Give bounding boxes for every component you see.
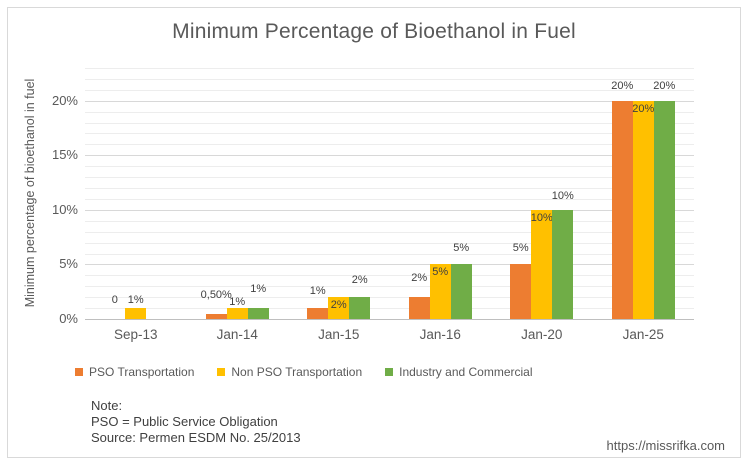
- bar-data-label: 1%: [229, 296, 246, 309]
- bar-data-label: 20%: [632, 102, 655, 115]
- bar: [408, 297, 430, 319]
- legend-swatch-yellow-icon: [217, 368, 226, 376]
- bar: [531, 209, 553, 319]
- legend-item-pso-transportation: PSO Transportation: [75, 365, 194, 379]
- bar: [125, 308, 147, 319]
- note-line: Source: Permen ESDM No. 25/2013: [91, 430, 301, 445]
- minor-gridline: [85, 89, 694, 91]
- note-line: Note:: [91, 398, 123, 413]
- legend-label: Non PSO Transportation: [231, 365, 363, 379]
- bar: [653, 100, 675, 319]
- minor-gridline: [85, 144, 694, 146]
- minor-gridline: [85, 111, 694, 113]
- bar-data-label: 10%: [551, 189, 574, 202]
- legend-swatch-orange-icon: [75, 368, 83, 376]
- bar-data-label: 5%: [512, 242, 529, 255]
- bar-data-label: 0: [111, 294, 118, 306]
- bar: [510, 264, 532, 319]
- minor-gridline: [85, 286, 694, 288]
- y-axis-tick-label: 10%: [51, 201, 78, 217]
- bar-data-label: 5%: [453, 242, 470, 255]
- bar-data-label: 2%: [330, 299, 347, 312]
- bar: [205, 313, 227, 319]
- legend-label: Industry and Commercial: [399, 365, 533, 379]
- bar: [632, 100, 654, 319]
- major-gridline: [85, 209, 694, 211]
- bar: [450, 264, 472, 319]
- bar: [429, 264, 451, 319]
- major-gridline: [85, 264, 694, 266]
- x-axis-category-label: Sep-13: [113, 327, 158, 342]
- bar-data-label: 0,50%: [200, 288, 232, 301]
- minor-gridline: [85, 253, 694, 255]
- minor-gridline: [85, 133, 694, 135]
- minor-gridline: [85, 231, 694, 233]
- legend: PSO Transportation Non PSO Transportatio…: [75, 365, 533, 379]
- minor-gridline: [85, 275, 694, 277]
- minor-gridline: [85, 198, 694, 200]
- legend-item-industry-commercial: Industry and Commercial: [385, 365, 533, 379]
- bar-data-label: 2%: [351, 274, 368, 287]
- bar: [247, 308, 269, 319]
- minor-gridline: [85, 220, 694, 222]
- bar: [226, 308, 248, 319]
- y-axis-title: Minimum percentage of bioethanol in fuel: [23, 78, 37, 308]
- bar: [611, 100, 633, 319]
- bar: [307, 308, 329, 319]
- bar-data-label: 10%: [530, 211, 553, 224]
- y-axis-tick-label: 5%: [59, 256, 78, 272]
- legend-swatch-green-icon: [385, 368, 394, 376]
- note-line: PSO = Public Service Obligation: [91, 414, 278, 429]
- y-axis-tick-label: 15%: [51, 147, 78, 163]
- legend-item-non-pso-transportation: Non PSO Transportation: [217, 365, 362, 379]
- minor-gridline: [85, 297, 694, 299]
- minor-gridline: [85, 122, 694, 124]
- bar: [552, 209, 574, 319]
- legend-label: PSO Transportation: [89, 365, 195, 379]
- major-gridline: [85, 100, 694, 102]
- bar: [328, 297, 350, 319]
- bar: [349, 297, 371, 319]
- x-axis-line: [85, 319, 694, 320]
- x-axis-category-label: Jan-20: [521, 327, 563, 342]
- minor-gridline: [85, 308, 694, 310]
- watermark-url: https://missrifka.com: [606, 438, 725, 453]
- minor-gridline: [85, 166, 694, 168]
- x-axis-category-label: Jan-25: [622, 327, 664, 342]
- x-axis-category-label: Jan-14: [216, 327, 258, 342]
- minor-gridline: [85, 68, 694, 69]
- bar-data-label: 20%: [611, 79, 634, 92]
- bar-data-label: 2%: [411, 272, 428, 285]
- x-axis-category-label: Jan-15: [318, 327, 360, 342]
- minor-gridline: [85, 188, 694, 190]
- y-axis-tick-label: 20%: [51, 92, 78, 108]
- minor-gridline: [85, 177, 694, 179]
- note-block: Note: PSO = Public Service Obligation So…: [91, 398, 301, 446]
- bar-data-label: 20%: [653, 79, 676, 92]
- y-axis-tick-label: 0%: [59, 311, 78, 326]
- bar-data-label: 5%: [432, 266, 449, 279]
- bar-data-label: 1%: [250, 283, 267, 296]
- x-axis-category-label: Jan-16: [419, 327, 461, 342]
- major-gridline: [85, 155, 694, 157]
- minor-gridline: [85, 78, 694, 80]
- bar-data-label: 1%: [127, 294, 144, 307]
- bar-data-label: 1%: [309, 285, 326, 298]
- chart-title: Minimum Percentage of Bioethanol in Fuel: [172, 20, 576, 43]
- minor-gridline: [85, 242, 694, 244]
